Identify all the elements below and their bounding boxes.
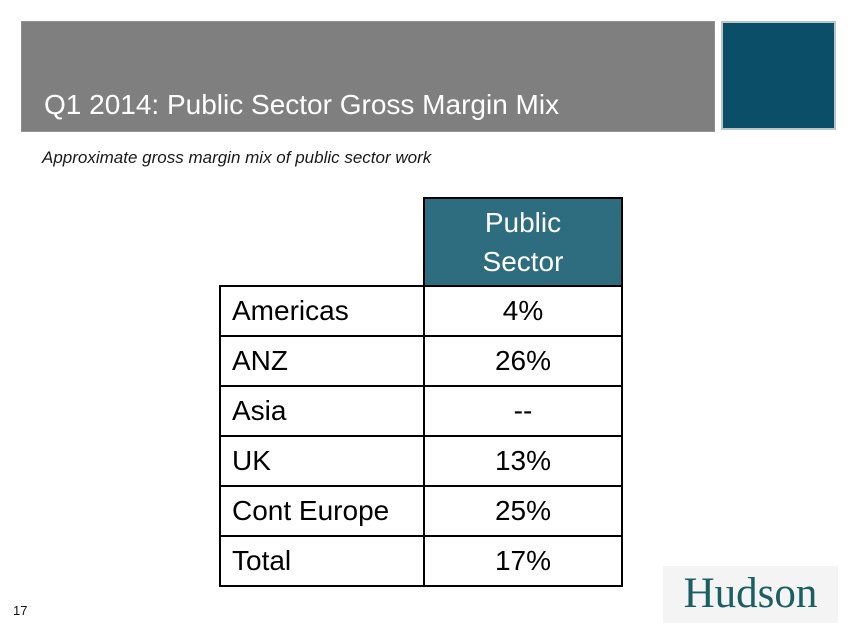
row-value: 17% — [423, 535, 623, 587]
table-corner-cell — [220, 198, 424, 286]
table-row: ANZ 26% — [219, 335, 623, 387]
table-row: Cont Europe 25% — [219, 485, 623, 537]
accent-square — [721, 21, 836, 130]
table-row: Americas 4% — [219, 285, 623, 337]
row-label: UK — [219, 435, 425, 487]
table-row: Total 17% — [219, 535, 623, 587]
slide-subtitle: Approximate gross margin mix of public s… — [42, 148, 432, 167]
row-value: 26% — [423, 335, 623, 387]
row-label: Total — [219, 535, 425, 587]
table-column-header: Public Sector — [423, 197, 623, 287]
table-row: Asia -- — [219, 385, 623, 437]
row-value: 13% — [423, 435, 623, 487]
row-value: -- — [423, 385, 623, 437]
gross-margin-table: Public Sector Americas 4% ANZ 26% Asia -… — [219, 197, 623, 587]
row-value: 25% — [423, 485, 623, 537]
table-column-header-label: Public Sector — [482, 206, 564, 277]
table-header-row: Public Sector — [220, 197, 623, 287]
title-bar: Q1 2014: Public Sector Gross Margin Mix — [21, 21, 715, 132]
row-label: ANZ — [219, 335, 425, 387]
table-row: UK 13% — [219, 435, 623, 487]
row-label: Asia — [219, 385, 425, 437]
page-number: 17 — [13, 603, 28, 618]
page-title: Q1 2014: Public Sector Gross Margin Mix — [44, 89, 560, 120]
row-value: 4% — [423, 285, 623, 337]
hudson-logo: Hudson — [663, 566, 838, 623]
hudson-logo-text: Hudson — [683, 569, 818, 617]
row-label: Cont Europe — [219, 485, 425, 537]
row-label: Americas — [219, 285, 425, 337]
